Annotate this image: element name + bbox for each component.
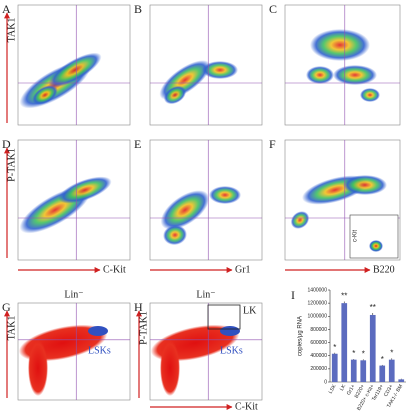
x-tick-label: CD3+ (383, 384, 395, 398)
density-cloud (290, 211, 310, 229)
plot-frame (149, 139, 263, 261)
density-cloud (58, 176, 112, 204)
x-axis-label: Gr1 (235, 264, 251, 275)
panel-title: Lin⁻ (64, 289, 83, 300)
density-cloud (333, 65, 377, 85)
panel-letter: F (269, 137, 276, 151)
y-tick-label: 800000 (310, 327, 327, 333)
density-cloud (163, 85, 187, 105)
cell-cloud (28, 340, 48, 396)
inset-cloud (369, 240, 383, 252)
density-cloud (343, 175, 387, 195)
bar (331, 353, 338, 382)
density-cloud (209, 186, 241, 204)
y-axis-label: TAK1 (6, 316, 17, 341)
bar (360, 360, 367, 382)
panel-letter: G (2, 300, 11, 314)
density-cloud (48, 52, 102, 88)
significance: * (362, 349, 365, 358)
x-axis-label: B220 (373, 264, 395, 275)
significance: * (352, 349, 355, 358)
plot-frame (284, 139, 401, 261)
bar (350, 359, 357, 382)
significance: * (381, 355, 384, 364)
y-tick-label: 1400000 (308, 287, 328, 293)
y-tick-label: 400000 (310, 353, 327, 359)
significance: * (390, 348, 393, 357)
panel-letter: A (2, 2, 11, 16)
x-tick-label: LSK (328, 383, 338, 395)
bar (369, 314, 376, 382)
gate-label: LK (243, 305, 257, 316)
density-cloud (32, 85, 58, 105)
plot-frame (149, 4, 263, 126)
significance: * (333, 343, 336, 352)
x-axis-label: C-Kit (235, 401, 258, 412)
plot-frame (284, 4, 401, 126)
y-axis-label: P-TAK1 (138, 311, 149, 345)
panel-letter: H (134, 300, 143, 314)
bar (341, 303, 348, 382)
density-cloud (163, 224, 187, 246)
plot-frame (149, 302, 263, 401)
panel-letter: E (134, 137, 141, 151)
lk-gate (207, 304, 241, 330)
y-tick-label: 200000 (310, 366, 327, 372)
density-cloud (160, 190, 210, 230)
density-cloud (360, 88, 380, 102)
density-cloud (202, 61, 238, 79)
y-tick-label: 600000 (310, 340, 327, 346)
panel-letter: D (2, 137, 11, 151)
bar (398, 379, 405, 382)
panel-letter: C (269, 2, 277, 16)
x-axis-label: C-Kit (103, 264, 126, 275)
plot-frame (17, 139, 131, 261)
panel-letter: I (291, 288, 295, 302)
inset-label: c-Kit (353, 230, 359, 242)
bar (388, 359, 395, 382)
y-tick-label: 1200000 (308, 300, 328, 306)
gate-label: LSKs (88, 345, 111, 356)
y-axis-label: TAK1 (6, 18, 17, 43)
y-axis-label: copies/µg RNA (298, 316, 304, 356)
cell-cloud (160, 340, 180, 396)
x-tick-label: LK (339, 383, 348, 392)
lsk-cloud (220, 326, 240, 336)
y-axis-label: P-TAK1 (6, 148, 17, 182)
panel-letter: B (134, 2, 142, 16)
gate-label: LSKs (220, 345, 243, 356)
panel-title: Lin⁻ (196, 289, 215, 300)
significance: ** (370, 303, 376, 312)
density-cloud (306, 66, 334, 84)
y-tick-label: 0 (324, 379, 327, 385)
y-tick-label: 1000000 (308, 314, 328, 320)
plot-frame (17, 302, 131, 401)
density-cloud (159, 60, 211, 100)
lsk-cloud (88, 326, 108, 336)
density-cloud (310, 29, 370, 61)
bar (379, 365, 386, 382)
plot-frame (17, 4, 131, 126)
significance: ** (341, 292, 347, 301)
x-tick-label: Gr1+ (346, 384, 357, 397)
